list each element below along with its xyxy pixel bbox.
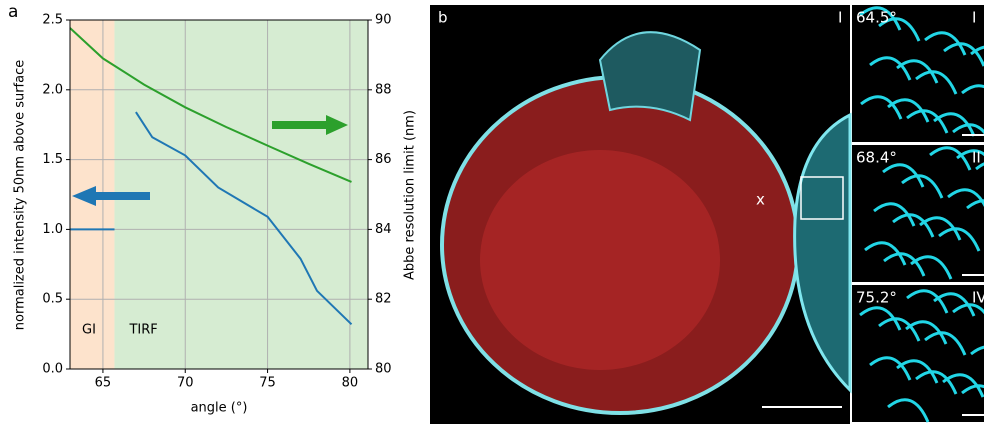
- plot-frame: [69, 19, 369, 370]
- arrow-right: [272, 115, 348, 135]
- x-tick-label: 70: [177, 376, 194, 391]
- region-label: GI: [82, 323, 96, 338]
- line-series: [70, 111, 353, 326]
- y-axis-label: normalized intensity 50nm above surface: [13, 60, 28, 330]
- cell-protrusion: [598, 31, 702, 122]
- inset-angle: 68.4°: [856, 149, 897, 167]
- inset-label: II: [972, 149, 981, 167]
- filaments: [864, 146, 984, 280]
- image-panel: b I x 64.5° I 68.4° II 75.2° IV: [430, 5, 984, 424]
- inset-label: I: [972, 9, 976, 27]
- x-tick-label: 75: [259, 376, 276, 391]
- marker-label: x: [756, 191, 765, 209]
- y-tick-label: 2.0: [42, 82, 63, 97]
- y2-tick-label: 82: [375, 292, 392, 307]
- insets: 64.5° I 68.4° II 75.2° IV: [852, 5, 984, 423]
- region: [114, 20, 369, 369]
- inset-box: [800, 176, 844, 220]
- y2-tick-label: 90: [375, 13, 392, 28]
- inset-label: IV: [972, 289, 984, 307]
- y2-axis-label: Abbe resolution limit (nm): [403, 110, 418, 280]
- panel-label: a: [8, 2, 18, 22]
- plot-a: GI TIRF 65 70 75 80 0.0 0.5 1.0 1.5 2.0 2.5 80 82 84 86…: [42, 13, 391, 391]
- y-tick-label: 0.5: [42, 292, 63, 307]
- panel-label: b: [438, 9, 448, 27]
- y2-tick-label: 88: [375, 82, 392, 97]
- region-label: TIRF: [128, 323, 157, 338]
- y2-tick-label: 84: [375, 222, 392, 237]
- x-tick-label: 65: [95, 376, 112, 391]
- neighbor-cell: [793, 112, 852, 394]
- x-tick-label: 80: [342, 376, 359, 391]
- y-tick-label: 1.0: [42, 222, 63, 237]
- inset-angle: 75.2°: [856, 289, 897, 307]
- line-series: [69, 27, 352, 183]
- cell-core: [480, 150, 720, 370]
- arrow-left: [72, 186, 150, 206]
- x-axis-label: angle (°): [191, 401, 248, 416]
- y-tick-label: 0.0: [42, 362, 63, 377]
- y-tick-label: 2.5: [42, 13, 63, 28]
- y2-tick-label: 80: [375, 362, 392, 377]
- filaments: [859, 289, 984, 423]
- image-label: I: [838, 9, 842, 27]
- y-tick-label: 1.5: [42, 152, 63, 167]
- inset-angle: 64.5°: [856, 9, 897, 27]
- filaments: [859, 6, 984, 137]
- y2-tick-label: 86: [375, 152, 392, 167]
